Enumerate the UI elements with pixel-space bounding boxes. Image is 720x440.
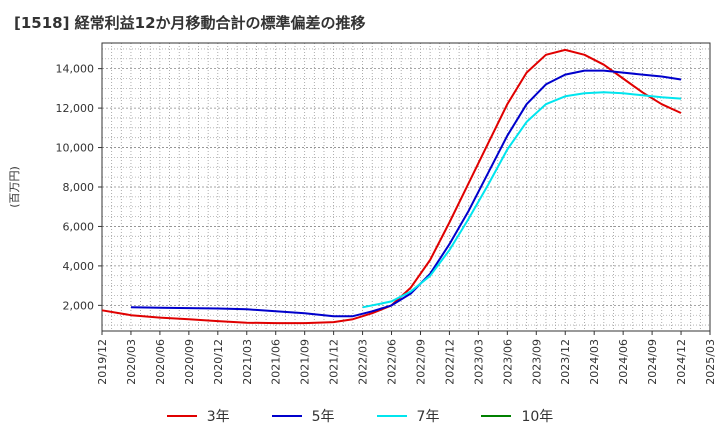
y-tick-label: 4,000 [63,260,95,273]
legend-swatch [481,415,512,417]
x-tick-label: 2022/03 [357,339,370,385]
series-line [130,69,682,318]
x-tick-label: 2021/09 [299,339,312,385]
y-tick-label: 6,000 [63,220,95,233]
y-tick-label: 8,000 [63,181,95,194]
series-line [362,91,682,309]
x-tick-label: 2023/09 [530,339,543,385]
y-tick-label: 12,000 [56,102,95,115]
x-tick-label: 2024/06 [617,339,630,385]
chart-title: [1518] 経常利益12か月移動合計の標準偏差の推移 [14,14,366,32]
x-tick-label: 2023/06 [501,339,514,385]
x-tick-label: 2020/03 [125,339,138,385]
x-tick-label: 2022/06 [386,339,399,385]
x-tick-label: 2021/06 [270,339,283,385]
x-tick-label: 2022/09 [414,339,427,385]
legend-swatch [166,415,197,417]
x-tick-label: 2019/12 [96,339,109,385]
legend-label: 10年 [521,409,554,425]
legend-item: 10年 [481,406,553,426]
x-tick-label: 2024/12 [675,339,688,385]
legend-item: 3年 [166,406,230,426]
legend-label: 7年 [416,409,440,425]
legend-swatch [271,415,302,417]
y-axis-title: (百万円) [8,166,21,208]
legend-item: 5年 [271,406,335,426]
x-tick-label: 2021/12 [328,339,341,385]
legend: 3年 5年 7年 10年 [0,404,720,428]
series-line [101,48,682,325]
x-tick-label: 2023/12 [559,339,572,385]
y-tick-label: 14,000 [56,63,95,76]
x-tick-label: 2025/03 [704,339,717,385]
legend-item: 7年 [376,406,440,426]
x-tick-label: 2020/06 [154,339,167,385]
x-tick-label: 2024/03 [588,339,601,385]
x-tick-label: 2021/03 [241,339,254,385]
x-tick-label: 2020/12 [212,339,225,385]
legend-label: 3年 [206,409,230,425]
legend-swatch [376,415,407,417]
x-tick-label: 2022/12 [443,339,456,385]
x-tick-label: 2024/09 [646,339,659,385]
x-tick-label: 2023/03 [472,339,485,385]
legend-label: 5年 [311,409,335,425]
y-tick-label: 10,000 [56,142,95,155]
x-tick-label: 2020/09 [183,339,196,385]
y-tick-label: 2,000 [63,299,95,312]
